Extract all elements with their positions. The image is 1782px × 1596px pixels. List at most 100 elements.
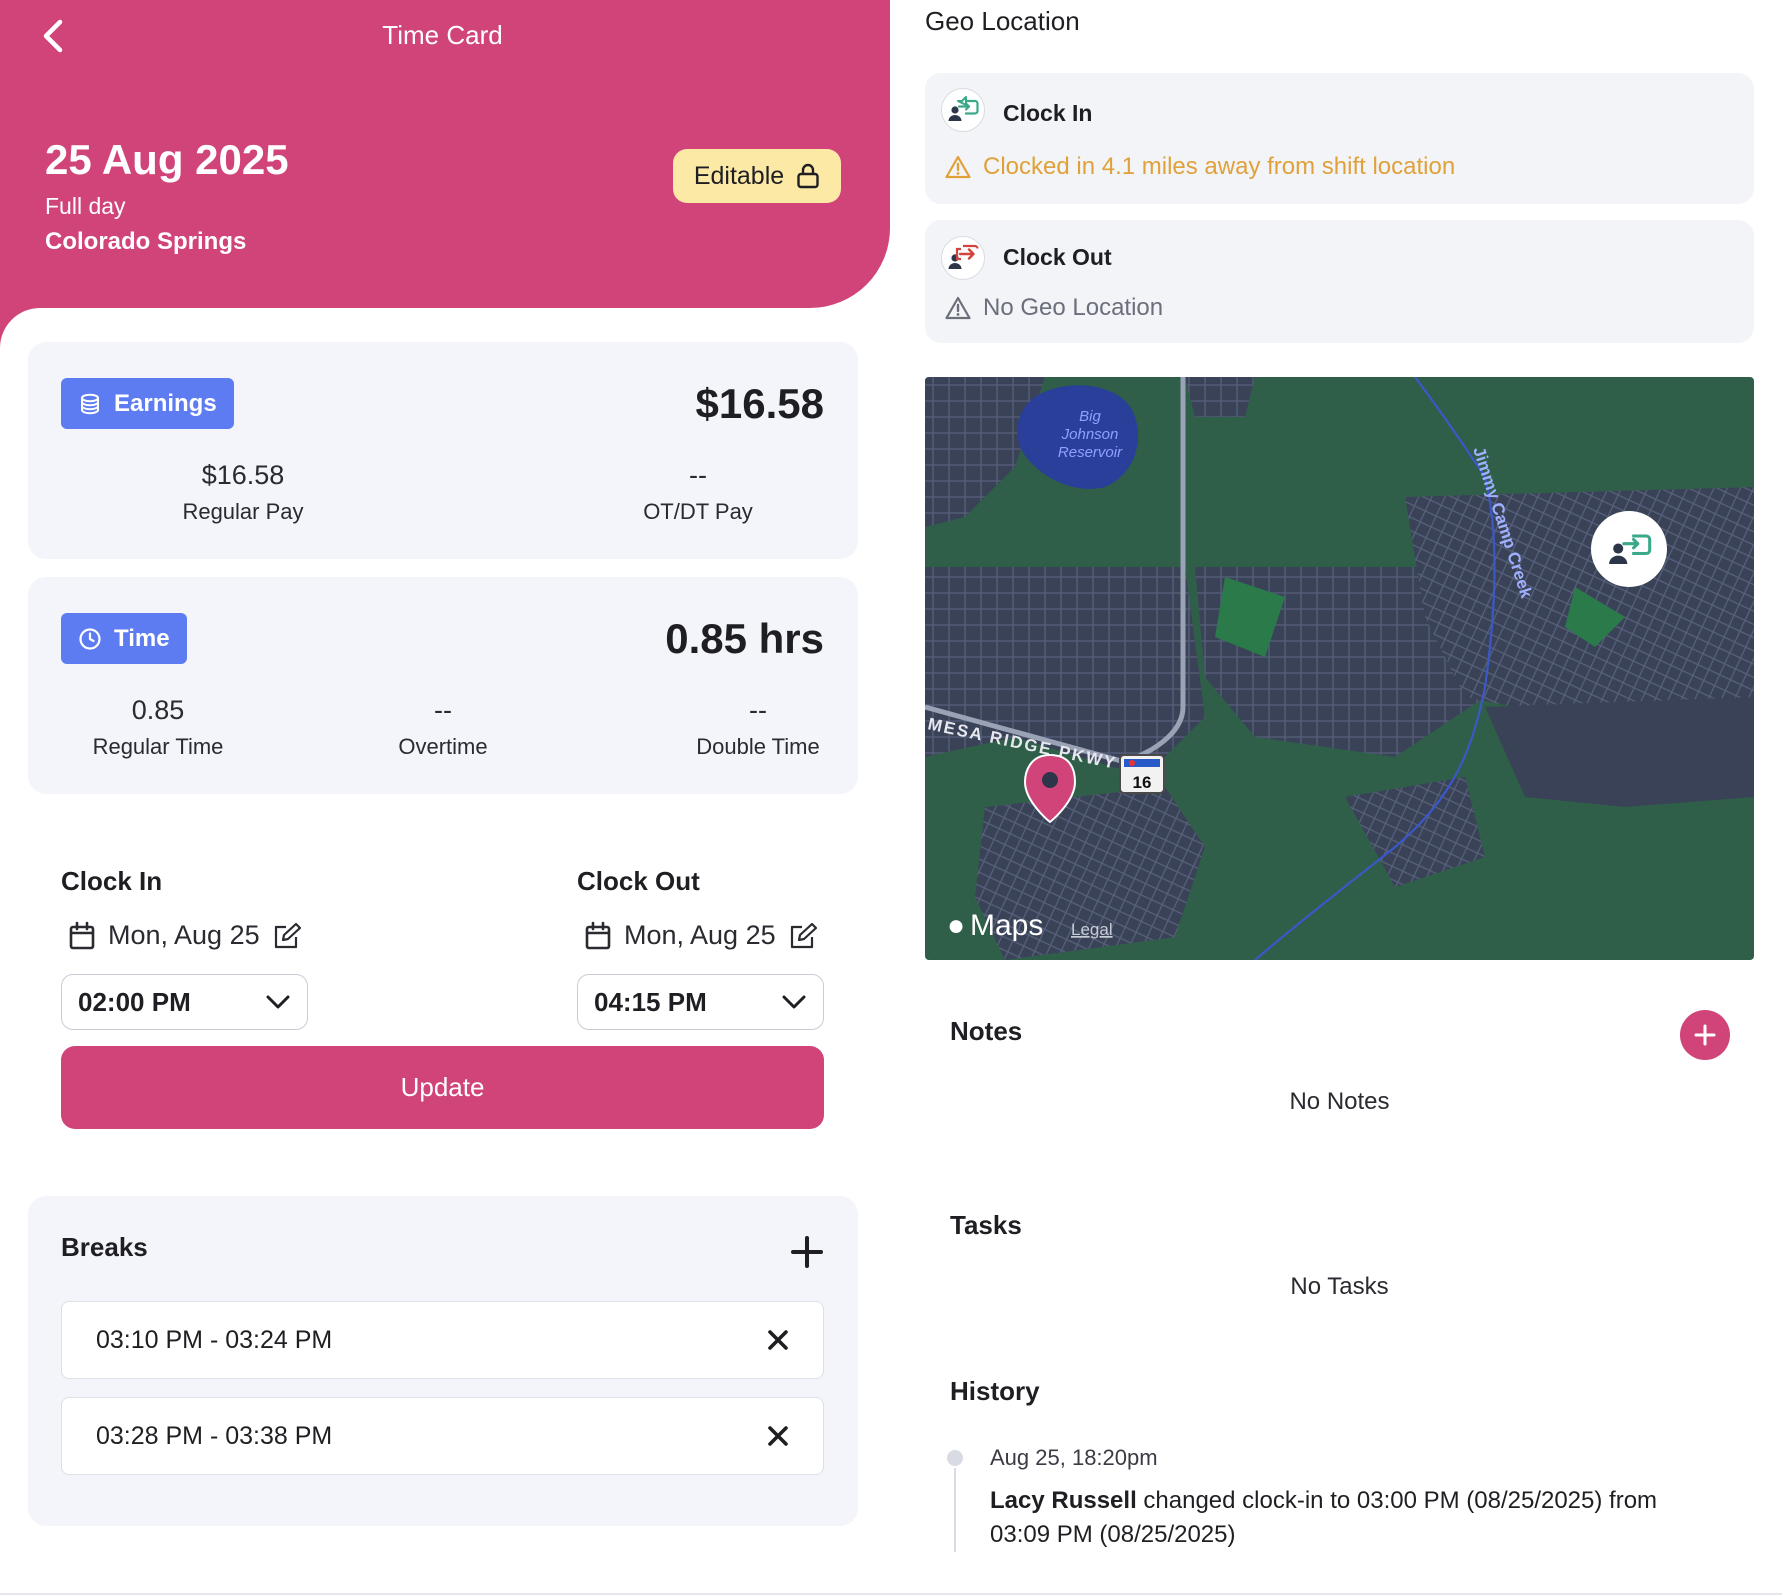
urban-area bbox=[1485, 697, 1754, 807]
regular-pay-stat: $16.58 Regular Pay bbox=[123, 460, 363, 525]
clock-out-time: 04:15 PM bbox=[594, 986, 707, 1017]
clock-out-geo-warning-row: No Geo Location bbox=[945, 294, 1163, 322]
map-canvas: Big Johnson Reservoir Jimmy Camp Creek M… bbox=[925, 377, 1754, 960]
timeline-dot bbox=[947, 1450, 963, 1466]
map-pin-dot bbox=[1042, 772, 1058, 788]
day-type-label: Full day bbox=[45, 193, 126, 219]
clock-in-geo-warning-row: Clocked in 4.1 miles away from shift loc… bbox=[945, 153, 1455, 181]
otdt-pay-stat: -- OT/DT Pay bbox=[578, 460, 818, 525]
editable-label: Editable bbox=[693, 161, 785, 190]
timecard-header: Time Card 25 Aug 2025 Full day Colorado … bbox=[0, 0, 890, 308]
earnings-total: $16.58 bbox=[695, 380, 824, 427]
clock-out-date-row[interactable]: Mon, Aug 25 bbox=[584, 920, 818, 951]
clock-icon bbox=[79, 627, 101, 650]
location-map[interactable]: Big Johnson Reservoir Jimmy Camp Creek M… bbox=[925, 377, 1754, 960]
tasks-empty: No Tasks bbox=[1290, 1273, 1389, 1300]
history-entry: Lacy Russell changed clock-in to 03:00 P… bbox=[990, 1484, 1710, 1552]
earnings-badge-label: Earnings bbox=[114, 389, 217, 417]
highway-shield-band bbox=[1124, 759, 1160, 767]
urban-area bbox=[1185, 377, 1255, 417]
bottom-divider bbox=[0, 1593, 1782, 1595]
break-row[interactable]: 03:10 PM - 03:24 PM bbox=[61, 1301, 824, 1379]
chevron-down-icon bbox=[782, 995, 806, 1009]
otdt-pay-label: OT/DT Pay bbox=[643, 499, 753, 524]
plus-icon bbox=[1694, 1024, 1716, 1046]
double-time-stat: -- Double Time bbox=[648, 695, 868, 760]
break-range: 03:10 PM - 03:24 PM bbox=[96, 1325, 333, 1354]
creek bbox=[1254, 377, 1496, 960]
clock-out-geo-card: Clock Out No Geo Location bbox=[925, 220, 1754, 343]
time-badge-label: Time bbox=[114, 624, 170, 652]
clock-in-geo-card: Clock In Clocked in 4.1 miles away from … bbox=[925, 73, 1754, 204]
calendar-icon bbox=[585, 921, 611, 949]
break-range: 03:28 PM - 03:38 PM bbox=[96, 1421, 333, 1450]
warning-icon bbox=[945, 155, 971, 179]
regular-pay-value: $16.58 bbox=[201, 460, 285, 490]
notes-title: Notes bbox=[950, 1016, 1023, 1046]
chevron-left-icon bbox=[43, 19, 63, 53]
clock-in-date: Mon, Aug 25 bbox=[108, 920, 260, 950]
clock-out-time-select[interactable]: 04:15 PM bbox=[577, 974, 824, 1030]
notes-empty: No Notes bbox=[1289, 1088, 1390, 1115]
clock-in-person-icon bbox=[948, 96, 979, 121]
clock-out-person-icon bbox=[948, 244, 979, 269]
time-badge: Time bbox=[61, 613, 187, 664]
map-pin-icon[interactable] bbox=[1023, 753, 1077, 824]
double-time-label: Double Time bbox=[696, 734, 820, 759]
timeline-line bbox=[954, 1468, 956, 1552]
update-button[interactable]: Update bbox=[61, 1046, 824, 1129]
clock-out-geo-icon-wrap bbox=[941, 236, 985, 280]
legal-link[interactable]: Legal bbox=[1071, 920, 1113, 939]
editable-badge[interactable]: Editable bbox=[673, 149, 841, 203]
clock-out-geo-label: Clock Out bbox=[1003, 244, 1112, 270]
lock-open-icon bbox=[797, 163, 819, 189]
clock-in-geo-icon-wrap bbox=[941, 88, 985, 132]
add-note-button[interactable] bbox=[1680, 1010, 1730, 1060]
break-row[interactable]: 03:28 PM - 03:38 PM bbox=[61, 1397, 824, 1475]
earnings-card: Earnings $16.58 $16.58 Regular Pay -- OT… bbox=[28, 342, 858, 559]
plus-icon[interactable] bbox=[791, 1236, 823, 1268]
clock-in-date-row[interactable]: Mon, Aug 25 bbox=[68, 920, 302, 951]
clock-out-title: Clock Out bbox=[577, 866, 700, 896]
regular-time-stat: 0.85 Regular Time bbox=[48, 695, 268, 760]
breaks-title: Breaks bbox=[61, 1232, 148, 1262]
warning-icon bbox=[945, 296, 971, 320]
maps-logo-glyph: ● bbox=[947, 909, 965, 942]
reservoir bbox=[1017, 385, 1139, 489]
back-button[interactable] bbox=[38, 18, 70, 54]
calendar-icon bbox=[69, 921, 95, 949]
park-area bbox=[1215, 577, 1285, 657]
highway-shield-dot bbox=[1129, 760, 1135, 766]
coins-icon bbox=[81, 393, 99, 414]
overtime-label: Overtime bbox=[398, 734, 488, 759]
edit-icon[interactable] bbox=[788, 922, 818, 950]
history-title: History bbox=[950, 1376, 1040, 1406]
geo-location-title: Geo Location bbox=[925, 6, 1080, 36]
history-timestamp: Aug 25, 18:20pm bbox=[990, 1445, 1158, 1470]
overtime-stat: -- Overtime bbox=[333, 695, 553, 760]
regular-pay-label: Regular Pay bbox=[182, 499, 304, 524]
tasks-title: Tasks bbox=[950, 1210, 1022, 1240]
double-time-value: -- bbox=[749, 695, 767, 725]
urban-area bbox=[975, 787, 1205, 960]
header-curve bbox=[0, 308, 60, 348]
close-icon[interactable] bbox=[767, 1329, 789, 1351]
park-area bbox=[1565, 587, 1625, 647]
highway-number: 16 bbox=[1133, 773, 1152, 792]
urban-area bbox=[925, 377, 1045, 527]
clock-in-geo-warning: Clocked in 4.1 miles away from shift loc… bbox=[983, 153, 1456, 180]
clock-in-geo-label: Clock In bbox=[1003, 100, 1093, 126]
history-description: changed clock-in to 03:00 PM (08/25/2025… bbox=[990, 1487, 1658, 1548]
timecard-date: 25 Aug 2025 bbox=[45, 136, 289, 183]
regular-time-value: 0.85 bbox=[131, 695, 185, 725]
clock-in-map-marker[interactable] bbox=[1591, 511, 1667, 587]
close-icon[interactable] bbox=[767, 1425, 789, 1447]
otdt-pay-value: -- bbox=[689, 460, 707, 490]
earnings-badge: Earnings bbox=[61, 378, 234, 429]
maps-brand: Maps bbox=[970, 909, 1043, 942]
clock-in-title: Clock In bbox=[61, 866, 163, 896]
edit-icon[interactable] bbox=[272, 922, 302, 950]
reservoir-label-2: Johnson bbox=[1061, 426, 1119, 443]
clock-out-date: Mon, Aug 25 bbox=[624, 920, 776, 950]
clock-in-time-select[interactable]: 02:00 PM bbox=[61, 974, 308, 1030]
